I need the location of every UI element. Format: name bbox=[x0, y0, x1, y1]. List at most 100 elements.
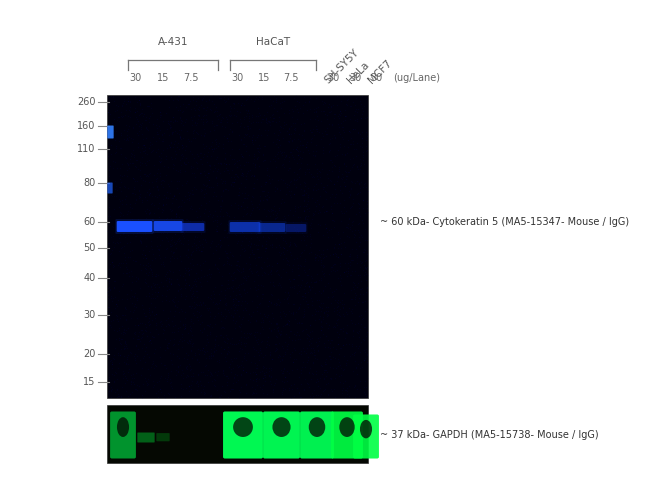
Point bbox=[284, 307, 294, 315]
Point bbox=[224, 111, 235, 119]
Point bbox=[110, 121, 120, 129]
Point bbox=[152, 124, 162, 132]
Point bbox=[247, 383, 257, 391]
Point bbox=[178, 206, 188, 214]
Point bbox=[341, 267, 351, 275]
Point bbox=[122, 124, 133, 132]
Point bbox=[144, 191, 154, 199]
Point bbox=[106, 92, 116, 100]
Point bbox=[257, 337, 268, 345]
Point bbox=[186, 347, 196, 355]
Point bbox=[109, 368, 120, 376]
Point bbox=[263, 333, 273, 341]
Point bbox=[324, 344, 335, 352]
Point bbox=[249, 184, 259, 192]
Point bbox=[140, 377, 151, 385]
Point bbox=[209, 161, 220, 169]
Point bbox=[221, 161, 231, 169]
Point bbox=[319, 358, 330, 366]
Point bbox=[339, 313, 349, 320]
Point bbox=[121, 154, 131, 162]
Point bbox=[352, 386, 362, 393]
Point bbox=[119, 97, 129, 105]
Point bbox=[309, 160, 320, 168]
Point bbox=[109, 344, 120, 352]
Point bbox=[196, 101, 206, 109]
Point bbox=[346, 307, 356, 315]
Point bbox=[209, 348, 219, 356]
Point bbox=[205, 312, 216, 320]
Point bbox=[131, 196, 142, 203]
Point bbox=[141, 254, 151, 262]
Point bbox=[106, 191, 116, 199]
Point bbox=[235, 301, 246, 309]
Point bbox=[319, 366, 330, 374]
Point bbox=[114, 234, 124, 242]
Point bbox=[163, 221, 174, 229]
Point bbox=[135, 181, 146, 189]
Point bbox=[184, 271, 194, 279]
Point bbox=[291, 183, 301, 191]
Point bbox=[205, 319, 216, 327]
Point bbox=[133, 165, 144, 172]
Point bbox=[190, 98, 201, 105]
Point bbox=[244, 253, 255, 261]
Point bbox=[244, 132, 254, 140]
Point bbox=[332, 303, 342, 311]
Point bbox=[244, 310, 254, 318]
Point bbox=[192, 260, 202, 268]
Point bbox=[176, 118, 187, 125]
Point bbox=[241, 131, 252, 139]
Point bbox=[172, 280, 183, 288]
Point bbox=[312, 125, 322, 133]
Point bbox=[320, 220, 331, 228]
Point bbox=[117, 160, 127, 168]
Point bbox=[354, 233, 365, 241]
Point bbox=[290, 202, 300, 210]
Point bbox=[116, 329, 127, 337]
Point bbox=[214, 159, 225, 167]
Point bbox=[252, 303, 262, 311]
Point bbox=[231, 291, 242, 299]
Point bbox=[332, 321, 343, 329]
Point bbox=[169, 192, 179, 199]
Point bbox=[190, 121, 201, 129]
Point bbox=[146, 266, 156, 274]
Point bbox=[229, 161, 240, 169]
Point bbox=[243, 112, 254, 120]
Point bbox=[274, 204, 284, 212]
Point bbox=[316, 107, 326, 115]
Point bbox=[172, 352, 182, 360]
Point bbox=[326, 101, 336, 109]
Point bbox=[217, 272, 228, 280]
Point bbox=[222, 248, 232, 256]
Point bbox=[204, 273, 214, 281]
Point bbox=[233, 204, 243, 212]
Point bbox=[202, 321, 212, 329]
Point bbox=[361, 392, 371, 400]
Point bbox=[361, 270, 371, 278]
Point bbox=[210, 136, 220, 144]
Point bbox=[178, 134, 188, 142]
Point bbox=[187, 331, 198, 339]
Point bbox=[263, 172, 274, 180]
Point bbox=[318, 250, 328, 258]
Point bbox=[188, 281, 198, 289]
Point bbox=[244, 227, 255, 235]
Point bbox=[164, 103, 174, 111]
Point bbox=[343, 329, 353, 337]
Point bbox=[265, 121, 276, 129]
Point bbox=[122, 253, 133, 261]
Point bbox=[189, 292, 200, 299]
Point bbox=[151, 378, 162, 386]
Point bbox=[142, 375, 153, 383]
Point bbox=[159, 326, 169, 334]
Point bbox=[289, 275, 300, 283]
Point bbox=[277, 223, 287, 231]
Point bbox=[330, 133, 340, 141]
Point bbox=[218, 261, 229, 269]
Point bbox=[132, 386, 142, 394]
Point bbox=[341, 101, 352, 109]
Point bbox=[345, 270, 356, 278]
Point bbox=[231, 295, 241, 303]
